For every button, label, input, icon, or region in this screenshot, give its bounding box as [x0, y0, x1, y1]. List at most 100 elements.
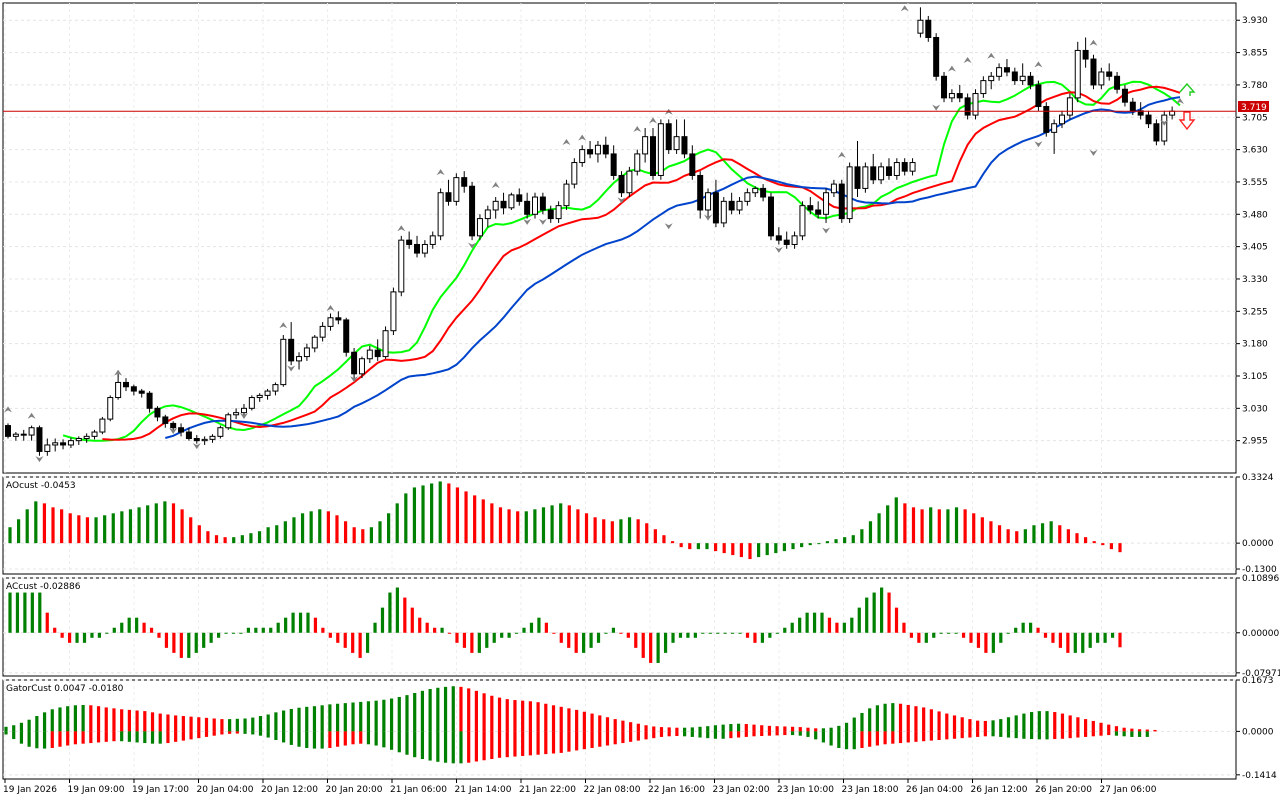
ac-bar: [909, 632, 914, 638]
gator-upper-bar: [513, 700, 517, 732]
gator-lower-bar: [652, 731, 656, 739]
candle: [571, 158, 578, 189]
gator-upper-bar: [73, 705, 78, 732]
gator-upper-bar: [366, 701, 371, 732]
ao-bar: [240, 535, 244, 544]
ac-bar: [298, 612, 303, 633]
ao-bar: [731, 543, 735, 556]
gator-upper-bar: [89, 705, 93, 732]
gator-upper-bar: [474, 690, 478, 732]
bull-candle-body: [909, 162, 916, 172]
ao-bar: [1015, 531, 1019, 544]
ac-bar: [224, 632, 228, 634]
ac-bar: [671, 632, 675, 643]
ao-bar: [645, 523, 649, 544]
ac-bar: [798, 617, 802, 633]
gator-lower-bar: [120, 731, 124, 742]
ao-bar: [800, 543, 804, 548]
fractal-up-arrow: [1176, 98, 1184, 105]
candle: [1003, 59, 1010, 77]
bear-candle-body: [445, 192, 452, 202]
ac-bar: [261, 627, 265, 633]
ac-bar: [887, 592, 891, 633]
gator-tick-label: 0.1673: [1242, 676, 1274, 686]
candle: [500, 192, 507, 215]
candle: [972, 89, 979, 120]
candle: [854, 140, 861, 198]
ao-bar: [249, 533, 253, 544]
gator-lower-bar: [706, 731, 710, 739]
gator-lower-bar: [81, 731, 85, 744]
gator-upper-bar: [891, 703, 895, 732]
gator-lower-bar: [397, 731, 401, 753]
candle: [390, 287, 397, 336]
candle: [925, 15, 932, 42]
fractal-down-arrow: [169, 428, 178, 435]
candle: [288, 322, 295, 366]
ac-bar: [485, 632, 489, 648]
bull-candle-body: [555, 205, 562, 220]
ao-bar: [584, 513, 589, 544]
gator-pane[interactable]: 0.1673 0.0000 -0.1414: [2, 676, 1277, 781]
candle: [587, 140, 594, 159]
price-tick-label: 3.255: [1242, 307, 1268, 317]
gator-lower-bar: [104, 731, 108, 742]
bear-candle-body: [500, 200, 507, 209]
gator-upper-bar: [320, 705, 324, 732]
gator-upper-bar: [150, 712, 155, 732]
gator-upper-bar: [490, 695, 494, 732]
fractal-up-arrow: [114, 369, 123, 376]
price-pane[interactable]: 3.930 3.855 3.780 3.705 3.630 3.555 3.480 3.405…: [2, 2, 1268, 779]
price-tick-label: 2.955: [1242, 437, 1268, 447]
gator-lower-bar: [166, 731, 170, 744]
candle: [327, 313, 334, 331]
ao-bar: [688, 543, 692, 550]
gator-upper-bar: [1076, 717, 1080, 732]
candle: [248, 395, 255, 411]
candle: [115, 373, 122, 400]
gator-lower-bar: [274, 731, 278, 740]
ao-pane[interactable]: 0.3324 0.0000 -0.1300: [2, 473, 1277, 575]
gator-upper-bar: [96, 706, 101, 732]
gator-upper-bar: [42, 712, 47, 732]
bear-candle-body: [956, 93, 963, 99]
ac-bar: [440, 627, 444, 633]
price-tick-label: 3.405: [1242, 243, 1268, 253]
ao-bar: [447, 483, 451, 544]
bull-candle-body: [823, 192, 830, 215]
ao-bar: [653, 529, 657, 544]
gator-lower-bar: [212, 731, 216, 736]
gator-lower-bar: [1099, 731, 1103, 736]
ac-bar: [537, 617, 541, 633]
candle: [374, 339, 381, 361]
gator-lower-bar: [127, 731, 131, 742]
candle: [941, 71, 948, 103]
bear-candle-body: [665, 123, 672, 151]
gator-lower-bar: [837, 731, 841, 748]
time-label: 21 Jan 06:00: [390, 785, 447, 795]
ao-bar: [498, 507, 503, 544]
ac-bar: [8, 592, 12, 633]
gator-upper-bar: [706, 726, 710, 732]
ac-bar: [753, 632, 757, 643]
gator-lower-bar: [428, 731, 432, 761]
candle: [1074, 41, 1081, 103]
bear-candle-body: [1106, 71, 1113, 77]
gator-lower-bar: [27, 731, 31, 747]
bear-candle-body: [964, 97, 971, 116]
ac-bar: [604, 632, 608, 634]
bear-candle-body: [1035, 84, 1042, 107]
bear-candle-body: [547, 209, 554, 220]
gator-upper-bar: [605, 717, 610, 732]
ac-bar: [112, 627, 116, 633]
ao-bar: [146, 505, 150, 544]
ao-tick-label: -0.1300: [1242, 565, 1277, 575]
ac-pane[interactable]: 0.10896 0.00000 -0.07971: [2, 574, 1280, 679]
gator-lower-bar: [1122, 731, 1126, 737]
gator-lower-bar: [783, 731, 787, 736]
ac-bar: [790, 622, 794, 633]
gator-lower-bar: [559, 731, 563, 753]
ao-bar: [602, 519, 606, 544]
